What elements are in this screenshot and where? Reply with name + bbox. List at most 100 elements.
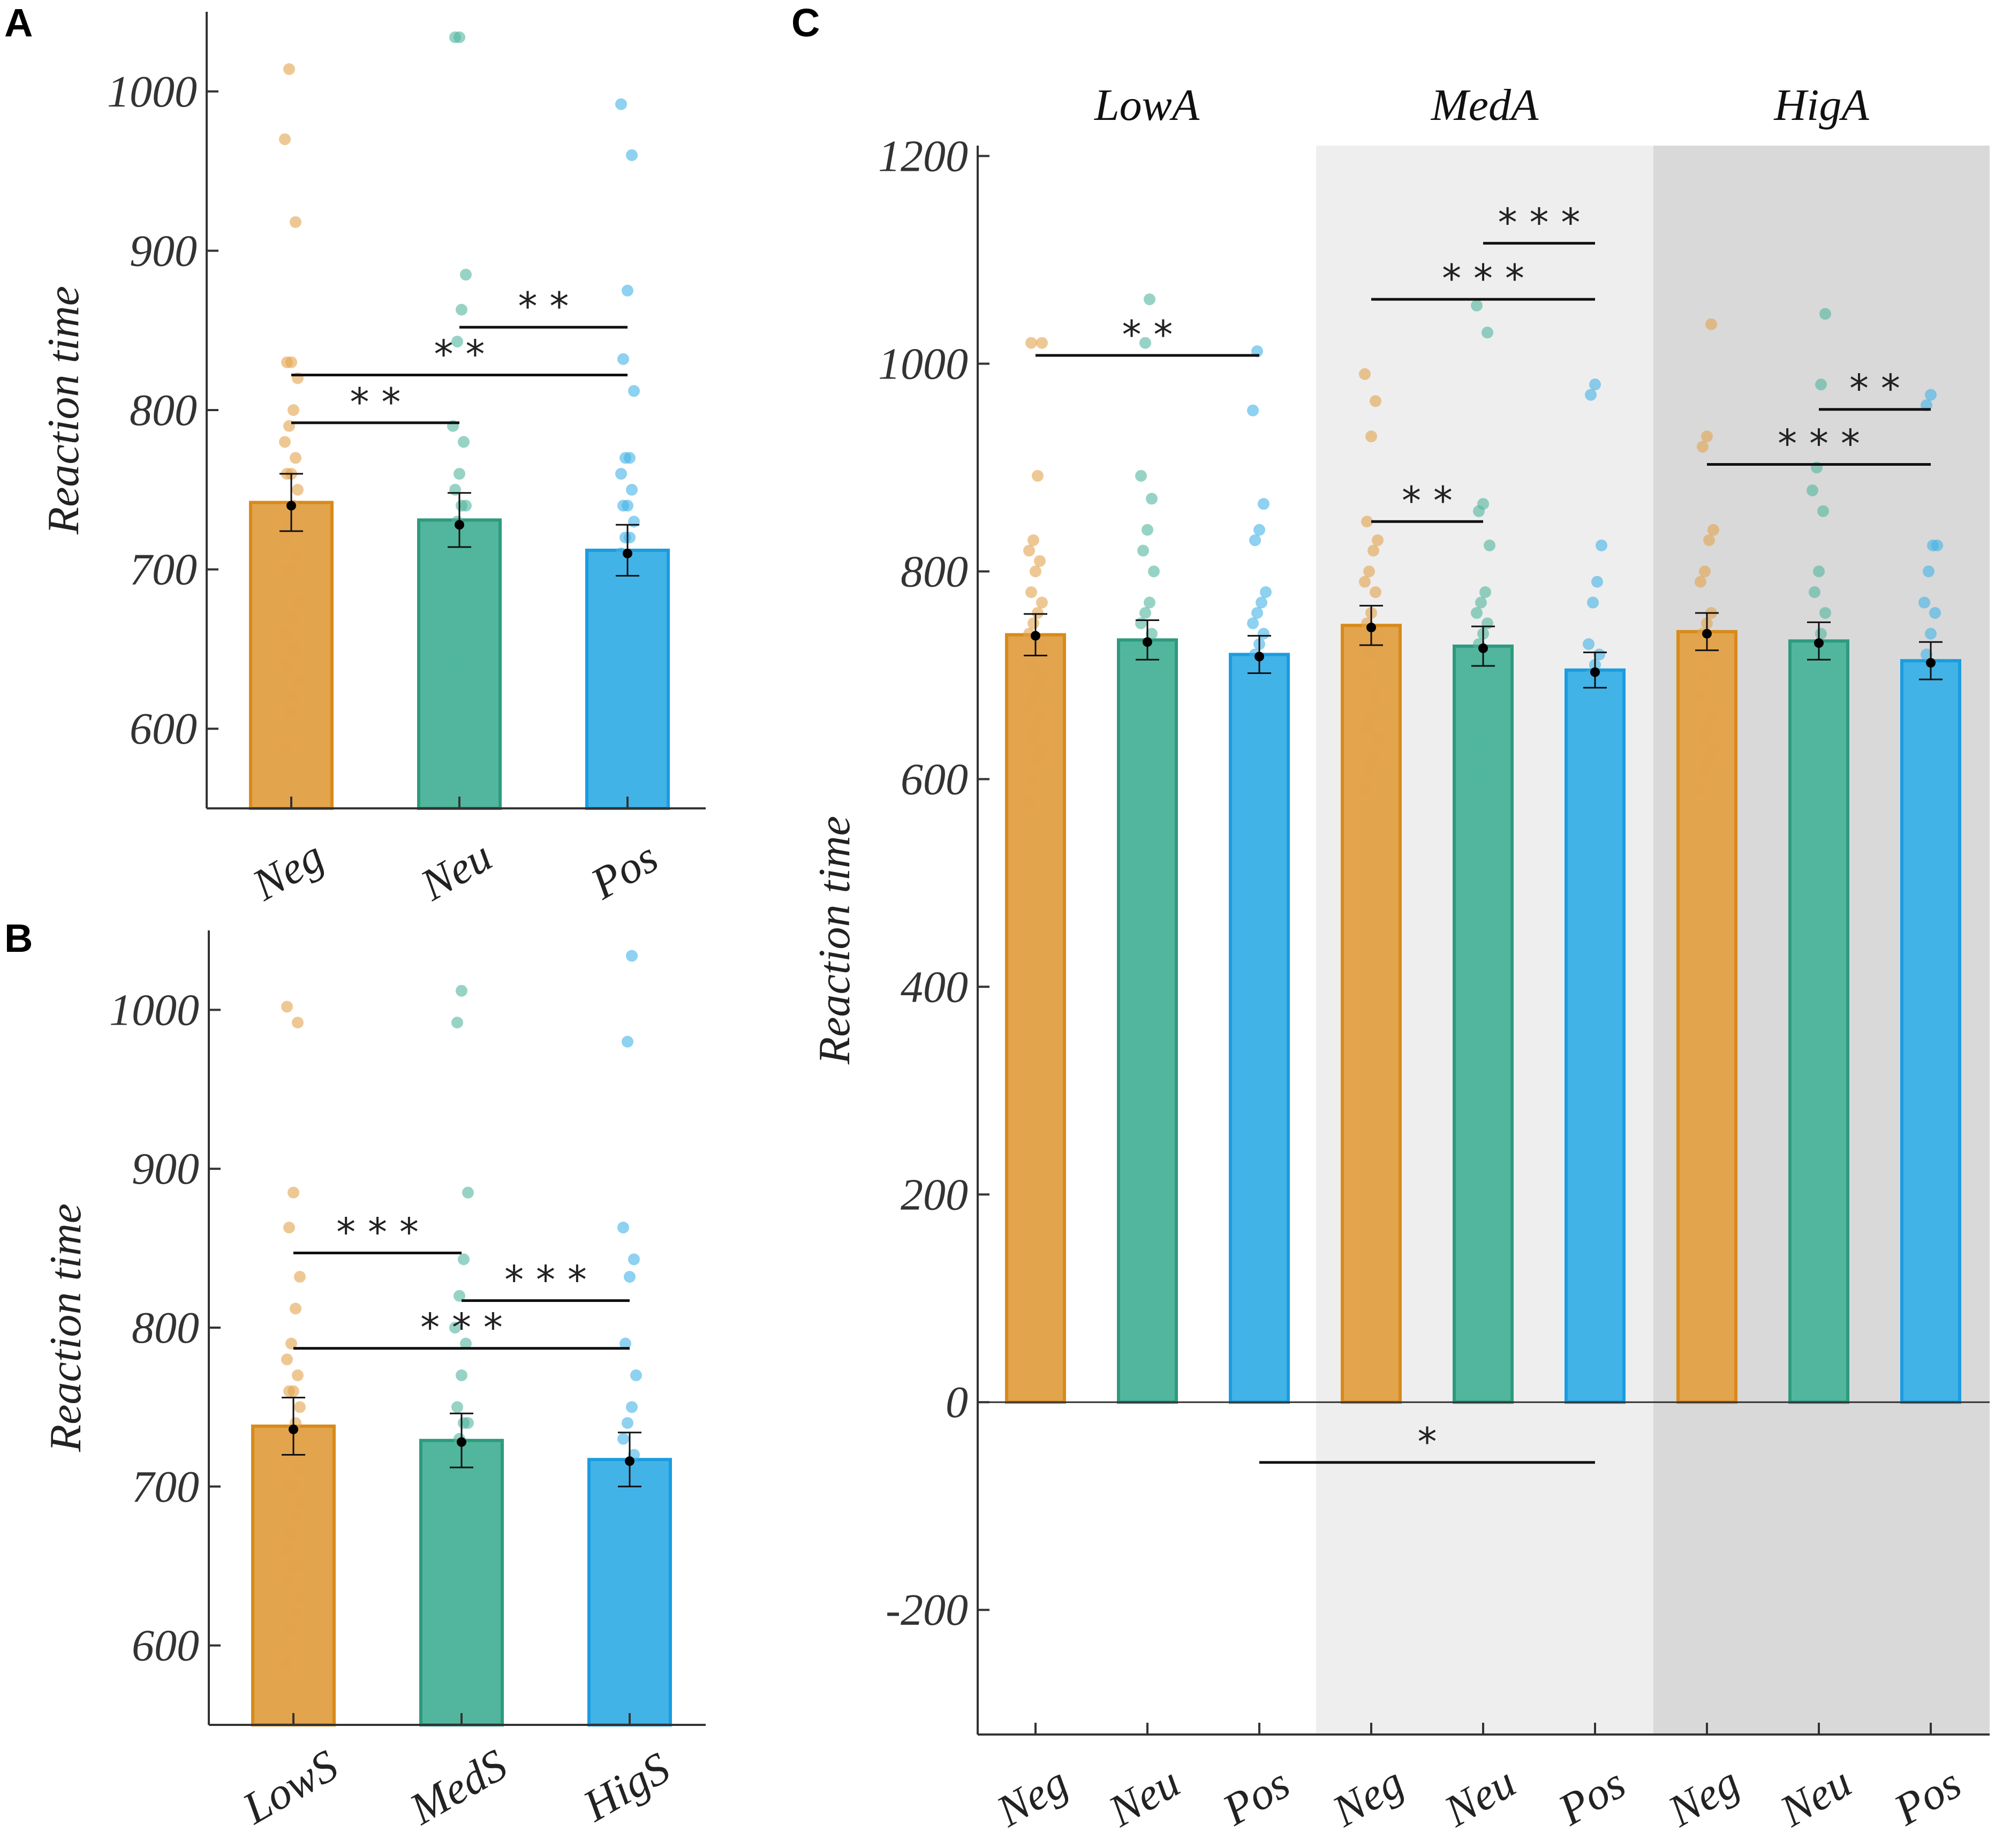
data-point xyxy=(1707,524,1719,536)
data-point xyxy=(1703,648,1715,661)
data-point xyxy=(460,579,472,592)
chart-panel-c: * * * * * * * * * * * * * * * * LowA MedA HigA -2… xyxy=(810,80,1990,1837)
data-point xyxy=(615,98,627,110)
mean-marker xyxy=(457,1437,466,1447)
data-point xyxy=(292,675,304,687)
y-axis-label: Reaction time xyxy=(810,816,859,1065)
data-point xyxy=(1359,669,1371,681)
data-point xyxy=(1585,389,1597,401)
data-point xyxy=(1032,752,1044,764)
data-point xyxy=(1144,752,1155,764)
data-point xyxy=(626,483,638,496)
data-point xyxy=(454,1528,465,1540)
data-point xyxy=(449,1322,461,1334)
data-point xyxy=(622,1544,633,1556)
data-point xyxy=(1596,679,1607,692)
data-point xyxy=(1707,638,1719,650)
data-point xyxy=(1815,752,1827,764)
y-tick-label: -200 xyxy=(886,1585,968,1635)
data-point xyxy=(1583,638,1595,650)
data-point xyxy=(1025,337,1037,349)
data-point xyxy=(1477,731,1489,744)
y-tick-label: 700 xyxy=(130,545,197,595)
data-point xyxy=(1703,534,1715,547)
significance-label: * * * xyxy=(1778,421,1860,466)
data-point xyxy=(1260,586,1272,599)
bar-pos xyxy=(1229,653,1290,1404)
mean-marker xyxy=(1478,643,1488,653)
data-point xyxy=(456,1576,467,1588)
data-point xyxy=(617,1433,629,1445)
data-point xyxy=(1707,742,1719,754)
data-point xyxy=(449,1449,461,1461)
y-tick-label: 900 xyxy=(130,226,197,276)
data-point xyxy=(1705,710,1717,723)
data-point xyxy=(1025,731,1037,744)
data-point xyxy=(1589,752,1601,764)
data-point xyxy=(1032,679,1044,692)
data-point xyxy=(1695,783,1706,796)
data-point xyxy=(624,452,636,464)
data-point xyxy=(1256,596,1267,609)
significance-label: * * * xyxy=(420,1305,503,1350)
data-point xyxy=(290,1512,301,1525)
data-point xyxy=(1372,731,1384,744)
data-point xyxy=(1258,742,1269,754)
data-point xyxy=(1587,596,1599,609)
data-point xyxy=(1370,690,1381,702)
data-point xyxy=(462,1592,474,1604)
data-point xyxy=(628,516,640,528)
data-point xyxy=(462,1417,474,1429)
significance-label: * * * xyxy=(1498,200,1581,245)
data-point xyxy=(447,532,459,544)
data-point xyxy=(1484,539,1495,551)
data-point xyxy=(1135,700,1147,713)
data-point xyxy=(1701,430,1713,443)
data-point xyxy=(451,336,463,348)
data-point xyxy=(624,1271,636,1283)
data-point xyxy=(1359,368,1371,380)
data-point xyxy=(1135,783,1147,796)
significance-label: * * xyxy=(1849,366,1900,411)
data-point xyxy=(1367,544,1379,557)
data-point xyxy=(1591,690,1603,702)
mean-marker xyxy=(1366,623,1376,633)
data-point xyxy=(1695,690,1706,702)
data-point xyxy=(1260,773,1272,785)
data-point xyxy=(1809,586,1820,599)
data-point xyxy=(1589,378,1601,391)
data-point xyxy=(1135,469,1147,482)
data-point xyxy=(1473,742,1485,754)
data-point xyxy=(292,1465,304,1477)
data-point xyxy=(1363,762,1375,775)
data-point xyxy=(458,436,470,448)
y-tick-label: 900 xyxy=(132,1144,199,1194)
data-point xyxy=(1146,493,1158,505)
bar-neu xyxy=(1453,645,1514,1404)
data-point xyxy=(281,1353,293,1366)
data-point xyxy=(288,611,299,623)
data-point xyxy=(1931,669,1943,681)
data-point xyxy=(460,1449,472,1461)
data-point xyxy=(626,1401,638,1413)
data-point xyxy=(460,1337,472,1350)
data-point xyxy=(1142,721,1153,733)
data-point xyxy=(449,1544,461,1556)
data-point xyxy=(285,1623,297,1635)
data-point xyxy=(1701,721,1713,733)
y-tick-label: 400 xyxy=(901,962,968,1012)
bar-neu xyxy=(1117,638,1178,1404)
y-tick-label: 800 xyxy=(901,547,968,596)
y-tick-label: 800 xyxy=(130,385,197,435)
significance-label: * * xyxy=(434,332,485,377)
data-point xyxy=(1921,762,1932,775)
data-point xyxy=(285,1433,297,1445)
data-point xyxy=(619,1337,631,1350)
y-tick-label: 800 xyxy=(132,1303,199,1353)
data-point xyxy=(1258,627,1269,640)
bar-neg xyxy=(1005,633,1066,1404)
data-point xyxy=(290,216,301,228)
significance-label: * * * xyxy=(336,1210,419,1255)
data-point xyxy=(1365,430,1377,443)
